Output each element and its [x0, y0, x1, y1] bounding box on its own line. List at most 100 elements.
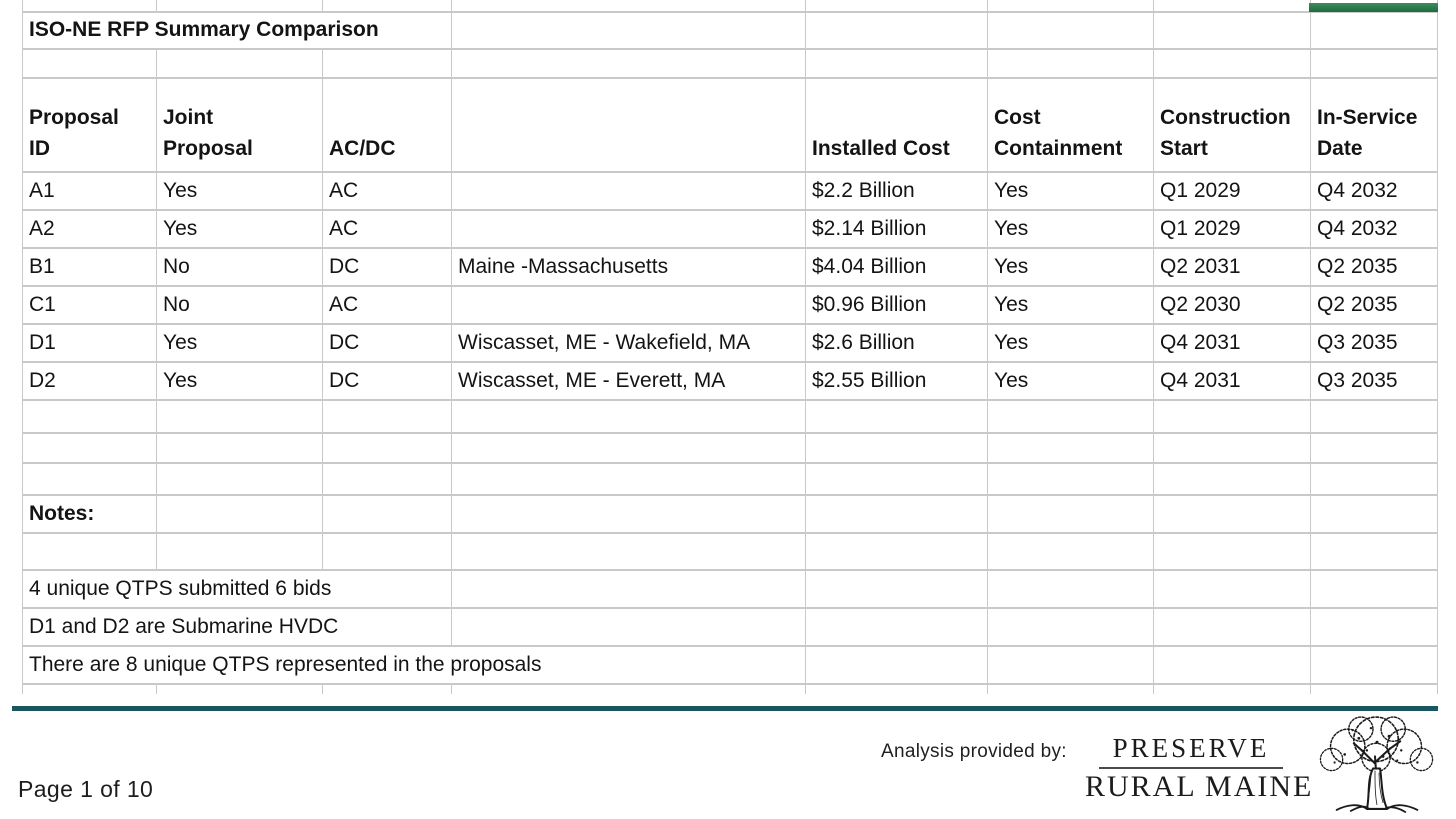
- table-cell: No: [156, 247, 323, 287]
- grid-cell: [22, 48, 157, 79]
- grid-cell: [1310, 569, 1438, 609]
- table-cell: Q4 2031: [1153, 361, 1311, 401]
- table-row: A2 Yes AC $2.14 Billion Yes Q1 2029 Q4 2…: [22, 209, 1438, 249]
- table-row: D1 and D2 are Submarine HVDC: [22, 607, 1438, 647]
- column-header-construction-start: Construction Start: [1153, 77, 1311, 173]
- table-row: [22, 532, 1438, 571]
- grid-cell: [156, 462, 323, 496]
- grid-cell: [1310, 462, 1438, 496]
- column-header-in-service-date: In-Service Date: [1310, 77, 1438, 173]
- grid-cell: [1153, 11, 1311, 50]
- table-cell: Wiscasset, ME - Everett, MA: [451, 361, 806, 401]
- table-cell: B1: [22, 247, 157, 287]
- grid-cell: [1153, 645, 1311, 685]
- table-cell: Maine -Massachusetts: [451, 247, 806, 287]
- grid-cell: [1153, 683, 1311, 694]
- table-cell: AC: [322, 171, 452, 211]
- table-cell: Q1 2029: [1153, 171, 1311, 211]
- column-header-route: [451, 77, 806, 173]
- table-cell: Yes: [156, 323, 323, 363]
- notes-label: Notes:: [22, 494, 157, 534]
- grid-cell: [1153, 48, 1311, 79]
- grid-cell: [22, 432, 157, 464]
- grid-cell: [987, 432, 1154, 464]
- grid-cell: [451, 569, 806, 609]
- grid-cell: [156, 683, 323, 694]
- grid-cell: [156, 0, 323, 13]
- page-indicator: Page 1 of 10: [18, 776, 154, 802]
- grid-cell: [451, 399, 806, 434]
- table-cell: Yes: [987, 285, 1154, 325]
- table-cell: Yes: [156, 171, 323, 211]
- table-cell: Q2 2035: [1310, 285, 1438, 325]
- grid-cell: [22, 683, 157, 694]
- table-row: [22, 399, 1438, 434]
- table-cell: A2: [22, 209, 157, 249]
- table-cell: A1: [22, 171, 157, 211]
- table-cell: Yes: [987, 361, 1154, 401]
- grid-cell: [322, 432, 452, 464]
- grid-cell: [156, 48, 323, 79]
- table-cell: C1: [22, 285, 157, 325]
- divider-rule: [12, 706, 1438, 711]
- grid-cell: [1310, 399, 1438, 434]
- table-row: B1 No DC Maine -Massachusetts $4.04 Bill…: [22, 247, 1438, 287]
- grid-cell: [987, 607, 1154, 647]
- note-item: There are 8 unique QTPS represented in t…: [22, 645, 806, 685]
- grid-cell: [22, 532, 157, 571]
- grid-cell: [1310, 11, 1438, 50]
- logo-line1: PRESERVE: [1098, 733, 1284, 769]
- grid-cell: [1310, 532, 1438, 571]
- page-title: ISO-NE RFP Summary Comparison: [22, 11, 452, 50]
- grid-cell: [322, 462, 452, 496]
- grid-cell: [22, 462, 157, 496]
- table-cell: AC: [322, 209, 452, 249]
- table-row: ISO-NE RFP Summary Comparison: [22, 11, 1438, 50]
- table-cell: $2.2 Billion: [805, 171, 988, 211]
- summary-table: ISO-NE RFP Summary Comparison Proposal I…: [22, 0, 1438, 694]
- table-row: Notes:: [22, 494, 1438, 534]
- grid-cell: [156, 532, 323, 571]
- column-header-proposal-id: Proposal ID: [22, 77, 157, 173]
- table-cell: D1: [22, 323, 157, 363]
- grid-cell: [451, 432, 806, 464]
- column-header-joint-proposal: Joint Proposal: [156, 77, 323, 173]
- grid-cell: [451, 11, 806, 50]
- grid-cell: [805, 532, 988, 571]
- grid-cell: [156, 432, 323, 464]
- table-row: There are 8 unique QTPS represented in t…: [22, 645, 1438, 685]
- grid-cell: [322, 399, 452, 434]
- table-cell: Q3 2035: [1310, 323, 1438, 363]
- grid-cell: [1153, 399, 1311, 434]
- table-cell: Yes: [156, 209, 323, 249]
- grid-cell: [805, 432, 988, 464]
- grid-cell: [987, 532, 1154, 571]
- table-cell: AC: [322, 285, 452, 325]
- green-accent-bar: [1309, 3, 1438, 12]
- table-cell: Yes: [987, 209, 1154, 249]
- table-cell: D2: [22, 361, 157, 401]
- table-cell: $4.04 Billion: [805, 247, 988, 287]
- table-cell: Yes: [987, 323, 1154, 363]
- grid-cell: [451, 48, 806, 79]
- grid-cell: [987, 399, 1154, 434]
- column-header-cost-containment: Cost Containment: [987, 77, 1154, 173]
- table-row: [22, 0, 1438, 13]
- grid-cell: [322, 494, 452, 534]
- grid-cell: [451, 532, 806, 571]
- table-header-row: Proposal ID Joint Proposal AC/DC Install…: [22, 77, 1438, 173]
- grid-cell: [987, 11, 1154, 50]
- table-cell: [451, 171, 806, 211]
- grid-cell: [1153, 607, 1311, 647]
- spreadsheet-page: ISO-NE RFP Summary Comparison Proposal I…: [22, 0, 1438, 694]
- table-cell: Yes: [156, 361, 323, 401]
- note-item: D1 and D2 are Submarine HVDC: [22, 607, 452, 647]
- grid-cell: [1310, 432, 1438, 464]
- table-row: [22, 683, 1438, 694]
- table-row: C1 No AC $0.96 Billion Yes Q2 2030 Q2 20…: [22, 285, 1438, 325]
- table-row: [22, 432, 1438, 464]
- table-cell: [451, 285, 806, 325]
- table-cell: Yes: [987, 171, 1154, 211]
- table-cell: $0.96 Billion: [805, 285, 988, 325]
- table-cell: DC: [322, 361, 452, 401]
